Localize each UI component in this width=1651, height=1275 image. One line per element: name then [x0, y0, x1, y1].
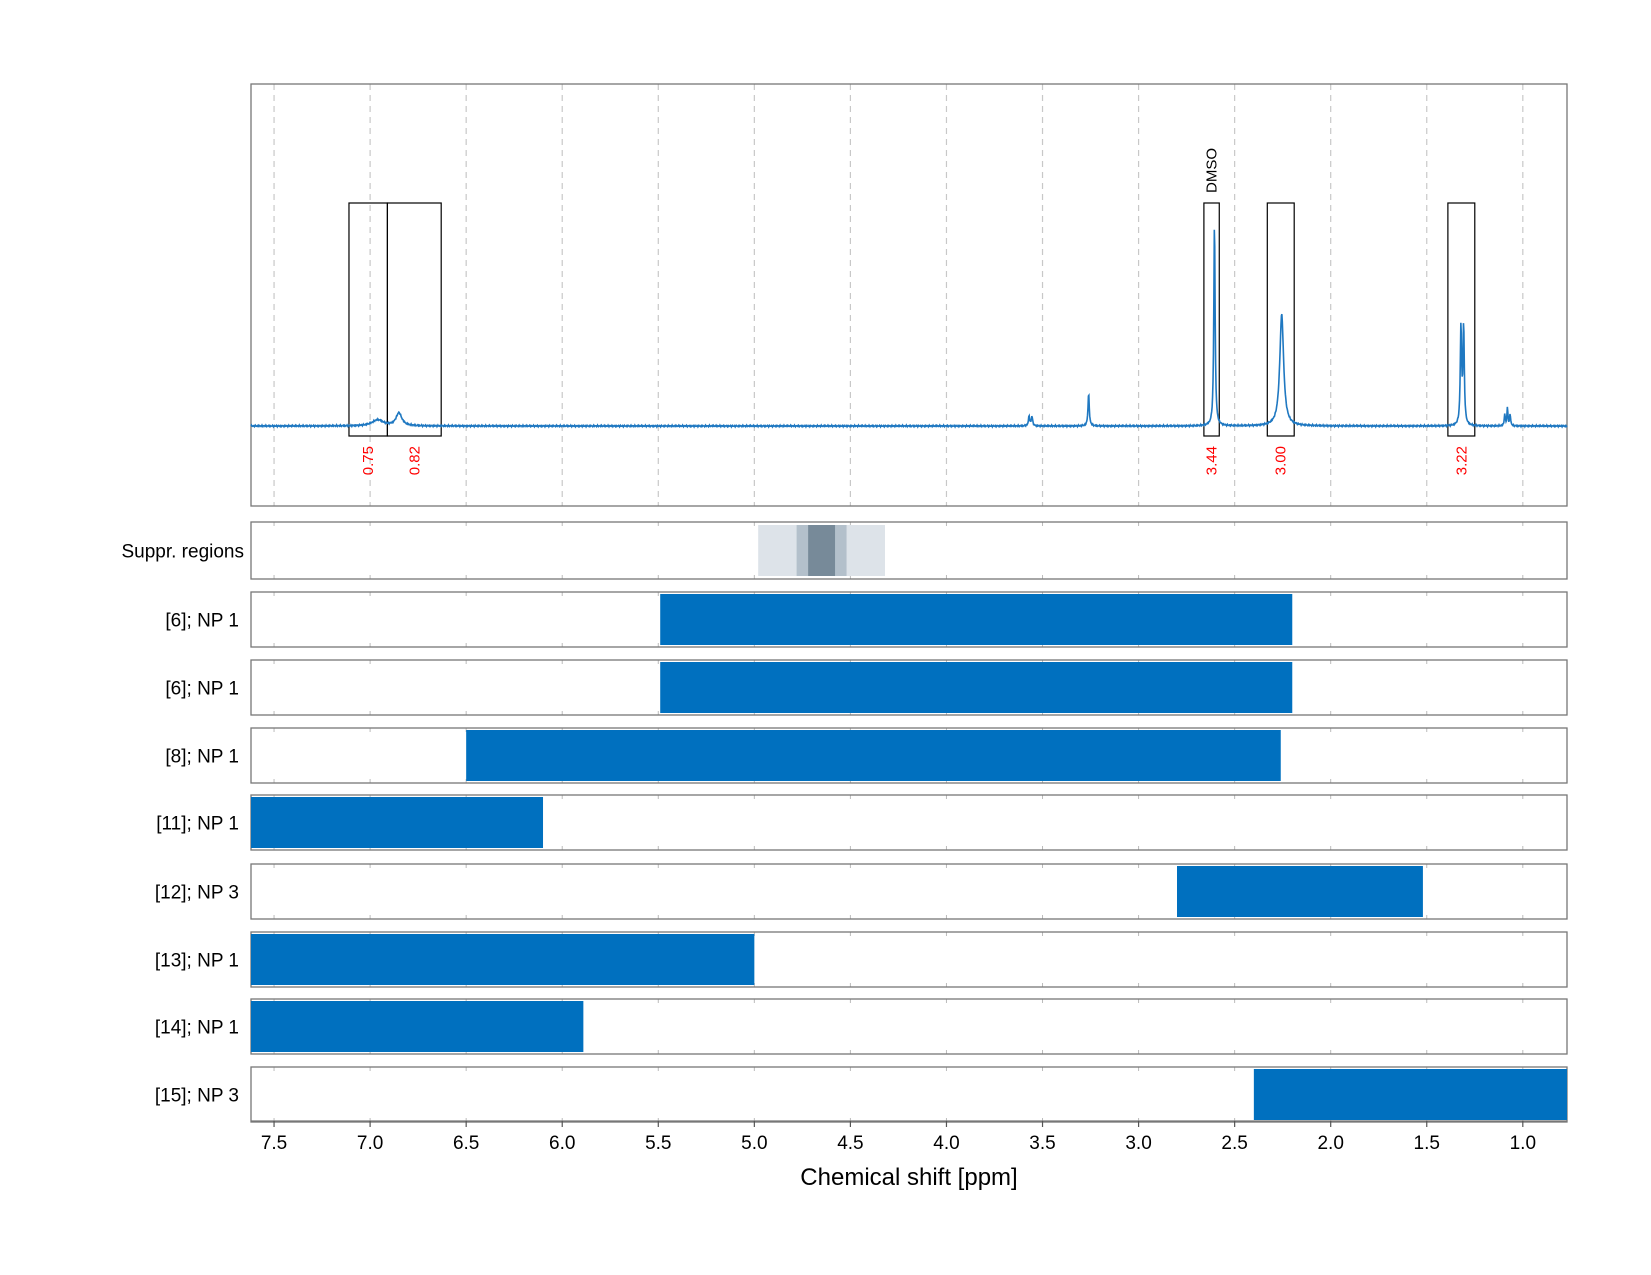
range-bar [660, 594, 1293, 645]
range-bar [466, 730, 1281, 781]
x-tick-label: 2.0 [1317, 1133, 1343, 1154]
x-tick-label: 3.0 [1125, 1133, 1151, 1154]
range-bar [251, 934, 755, 985]
track-label: [14]; NP 1 [155, 1018, 239, 1039]
x-tick-label: 7.0 [357, 1133, 383, 1154]
track-label: [15]; NP 3 [155, 1086, 239, 1107]
spectrum-panel: 0.75 0.82 3.44 DMSO 3.00 3.22 [250, 83, 1568, 507]
track-label: [6]; NP 1 [165, 679, 239, 700]
x-tick-label: 7.5 [261, 1133, 287, 1154]
integral-label: 3.00 [1273, 446, 1290, 475]
x-tick-label: 5.5 [645, 1133, 671, 1154]
range-bar [1177, 866, 1423, 917]
integration-region-box [1447, 202, 1476, 437]
suppression-track: Suppr. regions [121, 521, 1568, 580]
track-label: [13]; NP 1 [155, 951, 239, 972]
track-frame [250, 727, 1568, 784]
track-frame [250, 863, 1568, 920]
track-label: [8]; NP 1 [165, 747, 239, 768]
x-tick-label: 1.0 [1510, 1133, 1536, 1154]
integral-label: 0.82 [406, 446, 423, 475]
x-axis-title: Chemical shift [ppm] [800, 1164, 1017, 1191]
suppression-label: Suppr. regions [121, 542, 244, 563]
track-frame [250, 591, 1568, 648]
x-tick-label: 2.5 [1221, 1133, 1247, 1154]
range-bar [251, 797, 544, 848]
x-tick-label: 6.5 [453, 1133, 479, 1154]
track-label: [6]; NP 1 [165, 611, 239, 632]
range-bar [251, 1001, 584, 1052]
x-tick-label: 4.0 [933, 1133, 959, 1154]
x-tick-label: 3.5 [1029, 1133, 1055, 1154]
peak-annotation: DMSO [1204, 148, 1221, 193]
suppression-frame [250, 521, 1568, 580]
range-bar [660, 662, 1293, 713]
integration-region-box [386, 202, 442, 437]
spectrum-frame [250, 83, 1568, 507]
x-tick-label: 1.5 [1414, 1133, 1440, 1154]
x-tick-label: 5.0 [741, 1133, 767, 1154]
track-label: [11]; NP 1 [156, 814, 239, 835]
x-tick-label: 6.0 [549, 1133, 575, 1154]
track-label: [12]; NP 3 [155, 883, 239, 904]
x-axis: 7.5 7.0 6.5 6.0 5.5 5.0 4.5 4.0 3.5 3.0 2.5 2.0 1.5 1… [251, 1120, 1567, 1154]
x-tick-label: 4.5 [837, 1133, 863, 1154]
integral-label: 3.22 [1453, 446, 1470, 475]
integration-region-box [348, 202, 389, 437]
spectrum-line [250, 229, 1568, 429]
track-frame [250, 659, 1568, 716]
range-bar [1253, 1069, 1567, 1120]
range-tracks: [6]; NP 1 [6]; NP 1 [8]; NP 1 [11]; NP 1 [12… [155, 591, 1568, 1123]
integration-region-box [1266, 202, 1295, 437]
integration-region-box [1203, 202, 1220, 437]
integral-label: 3.44 [1204, 446, 1221, 475]
integral-label: 0.75 [360, 446, 377, 475]
suppression-band [808, 525, 836, 576]
